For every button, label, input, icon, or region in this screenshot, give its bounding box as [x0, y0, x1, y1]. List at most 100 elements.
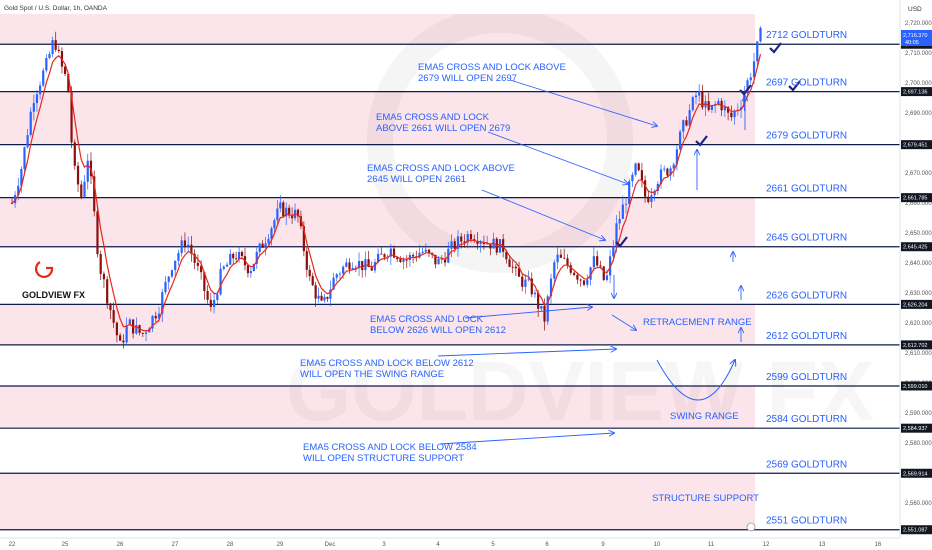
- candle-161: [517, 268, 521, 277]
- candle-47: [161, 292, 164, 314]
- x-tick-8: 4: [436, 542, 440, 548]
- check-marks: [615, 42, 801, 248]
- candle-34: [119, 335, 122, 341]
- candle-120: [386, 256, 389, 258]
- level-label-8: 2584 GOLDTURN: [766, 414, 847, 425]
- candle-101: [326, 296, 329, 299]
- candle-167: [537, 292, 540, 309]
- candle-186: [599, 265, 602, 267]
- candle-6: [29, 111, 32, 136]
- y-tick-7: 2,650.000: [905, 231, 932, 237]
- annotation-3-line-0: EMA5 CROSS AND LOCK: [370, 314, 484, 325]
- candle-175: [563, 257, 566, 259]
- candle-228: [733, 110, 736, 118]
- candle-30: [106, 279, 109, 304]
- candle-111: [357, 260, 361, 269]
- y-tick-1: 2,710.000: [905, 51, 932, 57]
- candle-112: [361, 260, 364, 271]
- candle-72: [240, 251, 244, 257]
- candle-199: [640, 170, 644, 181]
- candle-206: [663, 168, 666, 170]
- candle-79: [261, 243, 264, 248]
- candle-107: [345, 262, 348, 267]
- candle-0: [10, 203, 14, 204]
- level-badge-8: [901, 423, 932, 433]
- check-icon-4: [788, 80, 801, 92]
- candle-17: [63, 66, 67, 74]
- level-badge-4: [901, 242, 932, 252]
- candle-24: [86, 160, 89, 182]
- annotation-5-line-0: EMA5 CROSS AND LOCK BELOW 2584: [303, 442, 477, 453]
- level-label-4: 2645 GOLDTURN: [766, 233, 847, 244]
- candle-164: [527, 278, 530, 280]
- annotation-3-line-1: BELOW 2626 WILL OPEN 2612: [370, 325, 506, 336]
- candle-168: [540, 305, 543, 309]
- level-badge-10: [901, 525, 932, 535]
- candle-179: [576, 274, 579, 280]
- candle-70: [235, 258, 238, 260]
- x-tick-14: 12: [763, 542, 770, 548]
- candle-96: [311, 276, 314, 286]
- candle-98: [317, 295, 320, 299]
- candle-78: [258, 243, 261, 252]
- candle-14: [54, 40, 57, 50]
- candle-205: [659, 169, 663, 184]
- level-badge-text-5: 2,626.204: [903, 302, 927, 308]
- candle-137: [440, 258, 443, 260]
- band-3: [0, 197, 755, 247]
- time-axis-marker-icon: [746, 522, 756, 532]
- candle-151: [486, 243, 489, 245]
- candle-2: [17, 185, 20, 196]
- y-tick-11: 2,610.000: [905, 351, 932, 357]
- candle-166: [533, 292, 537, 295]
- watermark-logo-icon: [367, 7, 633, 273]
- candle-81: [267, 238, 270, 244]
- candle-215: [691, 97, 694, 111]
- y-tick-9: 2,630.000: [905, 291, 932, 297]
- candle-122: [392, 248, 396, 258]
- candle-208: [669, 168, 672, 176]
- candle-178: [572, 272, 576, 275]
- annotation-1-line-0: EMA5 CROSS AND LOCK: [376, 112, 490, 123]
- candle-119: [383, 254, 386, 258]
- candle-4: [23, 147, 26, 169]
- candle-63: [212, 300, 216, 307]
- candle-33: [115, 322, 119, 336]
- candle-138: [443, 258, 447, 263]
- candle-130: [418, 252, 421, 258]
- y-tick-13: 2,590.000: [905, 411, 932, 417]
- candle-184: [592, 256, 595, 268]
- band-top: [0, 14, 755, 45]
- level-badge-2: [901, 140, 932, 150]
- x-tick-1: 25: [62, 542, 69, 548]
- candle-3: [20, 168, 23, 186]
- annotation-4-line-1: WILL OPEN THE SWING RANGE: [300, 369, 444, 380]
- candle-45: [154, 315, 157, 319]
- candle-131: [421, 251, 424, 253]
- level-lines: [0, 43, 900, 531]
- level-badge-3: [901, 193, 932, 203]
- candle-71: [237, 251, 241, 260]
- annotation-0-line-0: EMA5 CROSS AND LOCK ABOVE: [418, 62, 566, 73]
- candle-93: [302, 226, 305, 252]
- candle-153: [492, 238, 495, 249]
- candle-52: [177, 253, 180, 261]
- candle-218: [701, 91, 704, 108]
- x-tick-6: Dec: [325, 542, 336, 548]
- y-tick-6: 2,660.000: [905, 201, 932, 207]
- candle-28: [99, 254, 102, 274]
- arrow-6: [611, 314, 636, 330]
- candle-27: [96, 211, 99, 255]
- candle-211: [678, 131, 682, 150]
- candle-80: [264, 243, 267, 248]
- candle-128: [412, 255, 415, 257]
- candle-77: [255, 251, 258, 264]
- candle-200: [644, 180, 647, 197]
- level-label-10: 2551 GOLDTURN: [766, 516, 847, 527]
- candle-74: [246, 265, 250, 274]
- candle-114: [367, 259, 370, 268]
- level-label-6: 2612 GOLDTURN: [766, 331, 847, 342]
- candle-180: [579, 279, 582, 281]
- header-bg: [0, 0, 900, 14]
